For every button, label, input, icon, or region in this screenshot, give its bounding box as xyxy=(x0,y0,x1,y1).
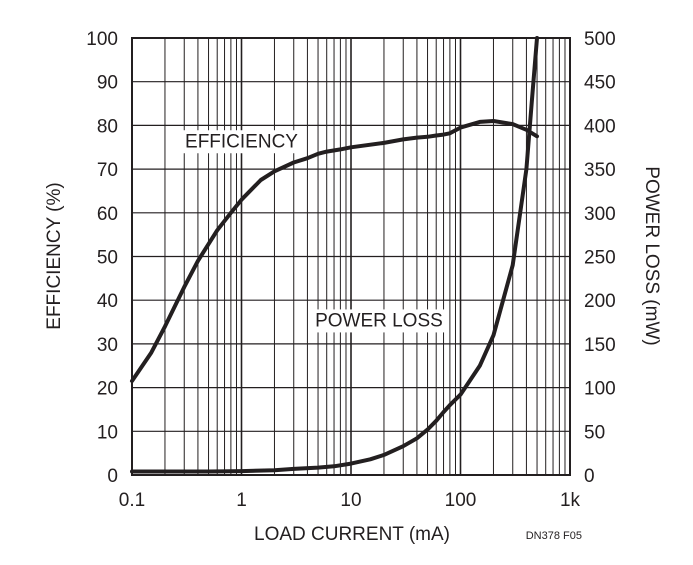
x-tick-label: 0.1 xyxy=(119,490,145,511)
efficiency-series-line xyxy=(130,119,539,383)
x-tick-label: 1k xyxy=(560,490,581,511)
ticks-layer: 0.1 1 10 100 1k01020304050607080901000501001… xyxy=(86,29,615,511)
y-tick-label-right: 300 xyxy=(584,204,616,225)
series-layer xyxy=(130,36,539,474)
x-tick-label: 1 xyxy=(236,490,247,511)
efficiency-label: EFFICIENCY xyxy=(185,131,298,152)
power-loss-series-line xyxy=(130,36,539,474)
y-tick-label-left: 90 xyxy=(97,73,118,94)
y-tick-label-right: 200 xyxy=(584,291,616,312)
x-tick-label: 10 xyxy=(340,490,361,511)
y-tick-label-right: 0 xyxy=(584,466,595,487)
x-tick-label: 100 xyxy=(445,490,477,511)
y-tick-label-right: 100 xyxy=(584,379,616,400)
power-loss-label: POWER LOSS xyxy=(315,310,443,331)
y-tick-label-right: 50 xyxy=(584,422,605,443)
y-tick-label-left: 70 xyxy=(97,160,118,181)
y-tick-label-right: 250 xyxy=(584,248,616,269)
annotation-background xyxy=(311,309,447,333)
y-tick-label-left: 80 xyxy=(97,116,118,137)
y-axis-title-right: POWER LOSS (mW) xyxy=(641,166,662,345)
y-tick-label-right: 400 xyxy=(584,116,616,137)
y-tick-label-left: 0 xyxy=(107,466,118,487)
y-axis-title-left: EFFICIENCY (%) xyxy=(44,182,65,329)
y-tick-label-right: 450 xyxy=(584,73,616,94)
y-tick-label-left: 20 xyxy=(97,379,118,400)
annotations: EFFICIENCY POWER LOSS xyxy=(181,130,447,333)
y-tick-label-left: 30 xyxy=(97,335,118,356)
plot-frame xyxy=(131,37,571,476)
y-tick-label-left: 10 xyxy=(97,422,118,443)
y-tick-label-right: 150 xyxy=(584,335,616,356)
y-tick-label-left: 50 xyxy=(97,248,118,269)
y-tick-label-right: 350 xyxy=(584,160,616,181)
y-tick-label-left: 100 xyxy=(86,29,118,50)
x-axis-title: LOAD CURRENT (mA) xyxy=(254,524,450,545)
annotation-background xyxy=(181,130,303,154)
y-tick-label-left: 40 xyxy=(97,291,118,312)
y-tick-label-right: 500 xyxy=(584,29,616,50)
figure-id: DN378 F05 xyxy=(526,530,582,542)
grid xyxy=(131,37,570,476)
y-tick-label-left: 60 xyxy=(97,204,118,225)
